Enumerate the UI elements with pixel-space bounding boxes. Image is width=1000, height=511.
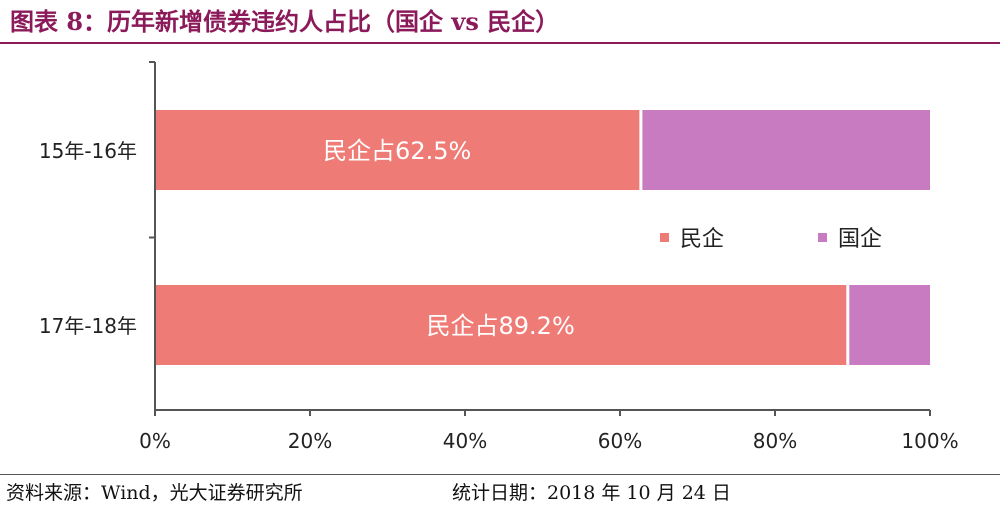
legend-label: 国企 — [838, 227, 882, 252]
chart-title: 图表 8：历年新增债券违约人占比（国企 vs 民企） — [10, 7, 560, 36]
labels-layer: 0% 20% 40% 60% 80% 100% 民企占62.5% 15年-16年民企占89.2… — [39, 137, 959, 453]
legend-swatch-private — [660, 233, 669, 242]
x-tick-label: 100% — [901, 429, 958, 453]
source-note: 资料来源：Wind，光大证券研究所 — [6, 482, 303, 504]
x-tick-label: 0% — [139, 429, 171, 453]
bar-state-2 — [849, 285, 930, 365]
x-tick-label: 60% — [598, 429, 642, 453]
x-tick-label: 80% — [753, 429, 797, 453]
bar-state-1 — [642, 110, 930, 190]
legend-swatch-state — [818, 233, 827, 242]
axes-layer — [149, 61, 931, 416]
stacked-bar-chart: 0% 20% 40% 60% 80% 100% 民企占62.5% 15年-16年民企占89.2… — [39, 61, 959, 453]
x-tick-label: 20% — [288, 429, 332, 453]
bar-data-label: 民企占89.2% — [427, 312, 575, 340]
footer-divider — [0, 474, 1000, 475]
x-tick-label: 40% — [443, 429, 487, 453]
category-label: 17年-18年 — [39, 314, 137, 338]
bar-private-2 — [155, 285, 847, 365]
title-divider — [0, 42, 1000, 44]
legend: 民企 国企 — [660, 227, 882, 252]
legend-label: 民企 — [680, 227, 724, 252]
bar-data-label: 民企占62.5% — [323, 137, 471, 165]
category-label: 15年-16年 — [39, 139, 137, 163]
bars-layer — [155, 110, 930, 365]
bar-private-1 — [155, 110, 640, 190]
date-note: 统计日期：2018 年 10 月 24 日 — [452, 482, 731, 504]
